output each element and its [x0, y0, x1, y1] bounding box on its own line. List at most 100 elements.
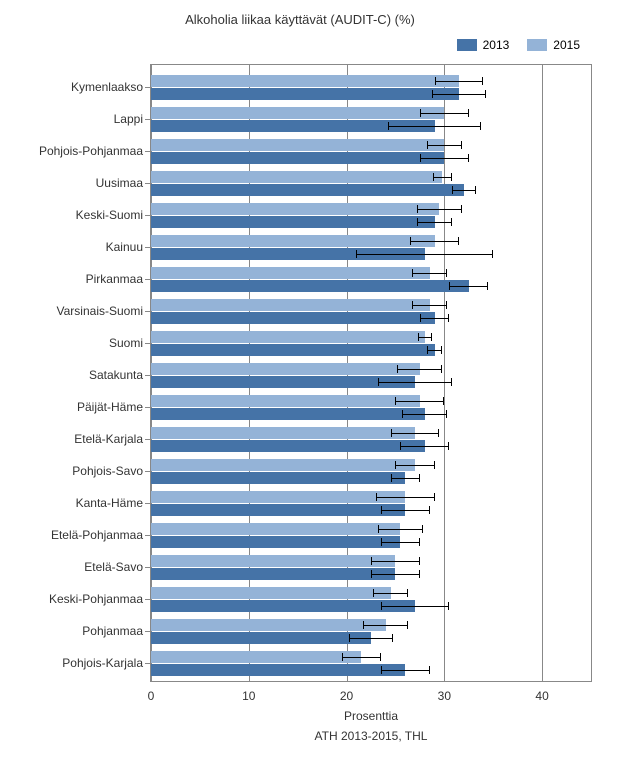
gridline [542, 64, 543, 682]
error-bar [373, 593, 408, 594]
bar [151, 107, 444, 119]
error-bar [412, 305, 447, 306]
bar [151, 408, 425, 420]
bar [151, 587, 391, 599]
category-label: Pohjanmaa [82, 624, 143, 638]
bar [151, 440, 425, 452]
error-bar [420, 318, 449, 319]
error-bar [371, 574, 420, 575]
error-bar [427, 350, 443, 351]
chart-container: Alkoholia liikaa käyttävät (AUDIT-C) (%)… [0, 0, 640, 768]
category-label: Pirkanmaa [86, 272, 143, 286]
error-bar [420, 113, 469, 114]
legend-swatch-2015 [527, 39, 547, 51]
bar [151, 216, 435, 228]
legend-swatch-2013 [457, 39, 477, 51]
category-label: Kymenlaakso [71, 80, 143, 94]
error-bar [410, 241, 459, 242]
error-bar [412, 273, 447, 274]
bar [151, 459, 415, 471]
error-bar [381, 510, 430, 511]
error-bar [435, 81, 484, 82]
error-bar [397, 369, 442, 370]
error-bar [376, 497, 435, 498]
bar [151, 280, 469, 292]
category-label: Suomi [109, 336, 143, 350]
plot-area: Prosenttia ATH 2013-2015, THL 010203040K… [150, 64, 592, 682]
x-tick-label: 10 [242, 689, 255, 703]
error-bar [402, 414, 447, 415]
error-bar [378, 382, 452, 383]
error-bar [427, 145, 462, 146]
error-bar [342, 657, 381, 658]
category-label: Etelä-Karjala [74, 432, 143, 446]
category-label: Pohjois-Savo [72, 464, 143, 478]
bar [151, 299, 430, 311]
error-bar [420, 158, 469, 159]
category-label: Pohjois-Pohjanmaa [39, 144, 143, 158]
bar [151, 152, 444, 164]
error-bar [417, 209, 462, 210]
bar [151, 568, 395, 580]
error-bar [400, 446, 449, 447]
x-tick-label: 30 [438, 689, 451, 703]
bar [151, 472, 405, 484]
error-bar [417, 222, 452, 223]
bar [151, 632, 371, 644]
category-label: Etelä-Pohjanmaa [51, 528, 143, 542]
bar [151, 344, 435, 356]
bar [151, 555, 395, 567]
error-bar [433, 177, 453, 178]
bar [151, 664, 405, 676]
bar [151, 88, 459, 100]
bar [151, 427, 415, 439]
legend-label-2013: 2013 [483, 38, 510, 52]
bar [151, 203, 439, 215]
category-label: Uusimaa [96, 176, 143, 190]
category-label: Pohjois-Karjala [62, 656, 143, 670]
error-bar [432, 94, 487, 95]
bar [151, 235, 435, 247]
category-label: Varsinais-Suomi [57, 304, 143, 318]
legend-label-2015: 2015 [553, 38, 580, 52]
category-label: Etelä-Savo [84, 560, 143, 574]
error-bar [391, 433, 440, 434]
error-bar [378, 529, 423, 530]
category-label: Kainuu [106, 240, 143, 254]
error-bar [388, 126, 482, 127]
bar [151, 267, 430, 279]
legend: 2013 2015 [457, 38, 580, 52]
bar [151, 171, 442, 183]
legend-item-2015: 2015 [527, 38, 580, 52]
error-bar [371, 561, 420, 562]
category-label: Keski-Pohjanmaa [49, 592, 143, 606]
error-bar [356, 254, 493, 255]
bar [151, 651, 361, 663]
bar [151, 139, 444, 151]
category-label: Satakunta [89, 368, 143, 382]
error-bar [349, 638, 394, 639]
error-bar [381, 670, 430, 671]
bar [151, 504, 405, 516]
error-bar [452, 190, 475, 191]
bar [151, 363, 420, 375]
bar [151, 619, 386, 631]
category-label: Lappi [114, 112, 143, 126]
bar [151, 75, 459, 87]
x-tick-label: 40 [535, 689, 548, 703]
bar [151, 600, 415, 612]
bar [151, 395, 420, 407]
bar [151, 491, 405, 503]
category-label: Kanta-Häme [76, 496, 143, 510]
category-label: Keski-Suomi [76, 208, 143, 222]
legend-item-2013: 2013 [457, 38, 510, 52]
bar [151, 536, 400, 548]
error-bar [395, 401, 444, 402]
x-tick-label: 0 [148, 689, 155, 703]
bar [151, 331, 425, 343]
error-bar [418, 337, 432, 338]
error-bar [395, 465, 434, 466]
error-bar [381, 542, 420, 543]
bar [151, 523, 400, 535]
source-label: ATH 2013-2015, THL [315, 729, 428, 743]
